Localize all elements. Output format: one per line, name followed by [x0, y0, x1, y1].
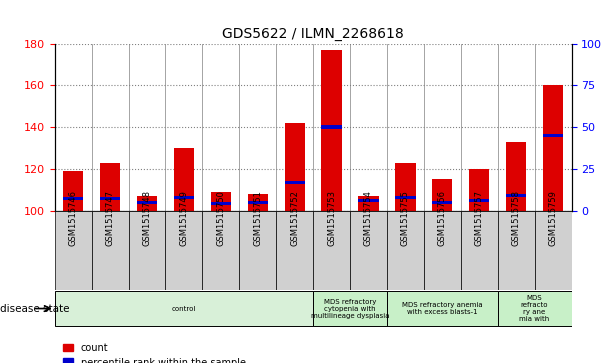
Text: GSM1515755: GSM1515755: [401, 191, 410, 246]
Bar: [174, 148, 194, 211]
Bar: [63, 171, 83, 211]
Bar: [247, 201, 268, 204]
Text: GSM1515747: GSM1515747: [106, 191, 114, 246]
Bar: [276, 211, 313, 290]
Bar: [469, 169, 489, 211]
Bar: [313, 291, 387, 326]
Bar: [63, 197, 83, 200]
Text: MDS
refracto
ry ane
mia with: MDS refracto ry ane mia with: [519, 295, 550, 322]
Bar: [543, 85, 563, 211]
Text: MDS refractory anemia
with excess blasts-1: MDS refractory anemia with excess blasts…: [402, 302, 483, 315]
Bar: [100, 197, 120, 200]
Bar: [387, 211, 424, 290]
Bar: [461, 211, 498, 290]
Bar: [543, 134, 563, 137]
Bar: [506, 194, 527, 197]
Bar: [469, 199, 489, 202]
Bar: [92, 211, 128, 290]
Bar: [534, 211, 572, 290]
Text: GSM1515759: GSM1515759: [548, 191, 558, 246]
Bar: [322, 126, 342, 129]
Title: GDS5622 / ILMN_2268618: GDS5622 / ILMN_2268618: [223, 27, 404, 41]
Bar: [165, 211, 202, 290]
Bar: [211, 192, 231, 211]
Text: GSM1515752: GSM1515752: [290, 191, 299, 246]
Text: GSM1515746: GSM1515746: [69, 191, 78, 246]
Bar: [285, 123, 305, 211]
Bar: [506, 142, 527, 211]
Bar: [137, 201, 157, 204]
Bar: [432, 179, 452, 211]
Bar: [395, 196, 415, 199]
Bar: [498, 291, 572, 326]
Text: GSM1515757: GSM1515757: [475, 191, 484, 246]
Bar: [211, 202, 231, 205]
Bar: [285, 180, 305, 184]
Bar: [174, 196, 194, 199]
Text: GSM1515750: GSM1515750: [216, 191, 226, 246]
Bar: [358, 199, 379, 202]
Bar: [432, 201, 452, 204]
Bar: [322, 50, 342, 211]
Bar: [395, 163, 415, 211]
Text: MDS refractory
cytopenia with
multilineage dysplasia: MDS refractory cytopenia with multilinea…: [311, 298, 389, 319]
Bar: [498, 211, 534, 290]
Legend: count, percentile rank within the sample: count, percentile rank within the sample: [60, 339, 250, 363]
Bar: [128, 211, 165, 290]
Text: control: control: [171, 306, 196, 311]
Text: GSM1515749: GSM1515749: [179, 191, 188, 246]
Bar: [137, 196, 157, 211]
Bar: [100, 163, 120, 211]
Bar: [55, 211, 92, 290]
Bar: [350, 211, 387, 290]
Bar: [387, 291, 498, 326]
Bar: [240, 211, 276, 290]
Bar: [247, 194, 268, 211]
Text: GSM1515751: GSM1515751: [254, 191, 262, 246]
Bar: [55, 291, 313, 326]
Bar: [202, 211, 240, 290]
Bar: [313, 211, 350, 290]
Bar: [358, 196, 379, 211]
Text: disease state: disease state: [0, 303, 69, 314]
Text: GSM1515758: GSM1515758: [512, 191, 520, 246]
Text: GSM1515748: GSM1515748: [142, 191, 151, 246]
Text: GSM1515756: GSM1515756: [438, 191, 447, 246]
Text: GSM1515753: GSM1515753: [327, 191, 336, 246]
Text: GSM1515754: GSM1515754: [364, 191, 373, 246]
Bar: [424, 211, 461, 290]
